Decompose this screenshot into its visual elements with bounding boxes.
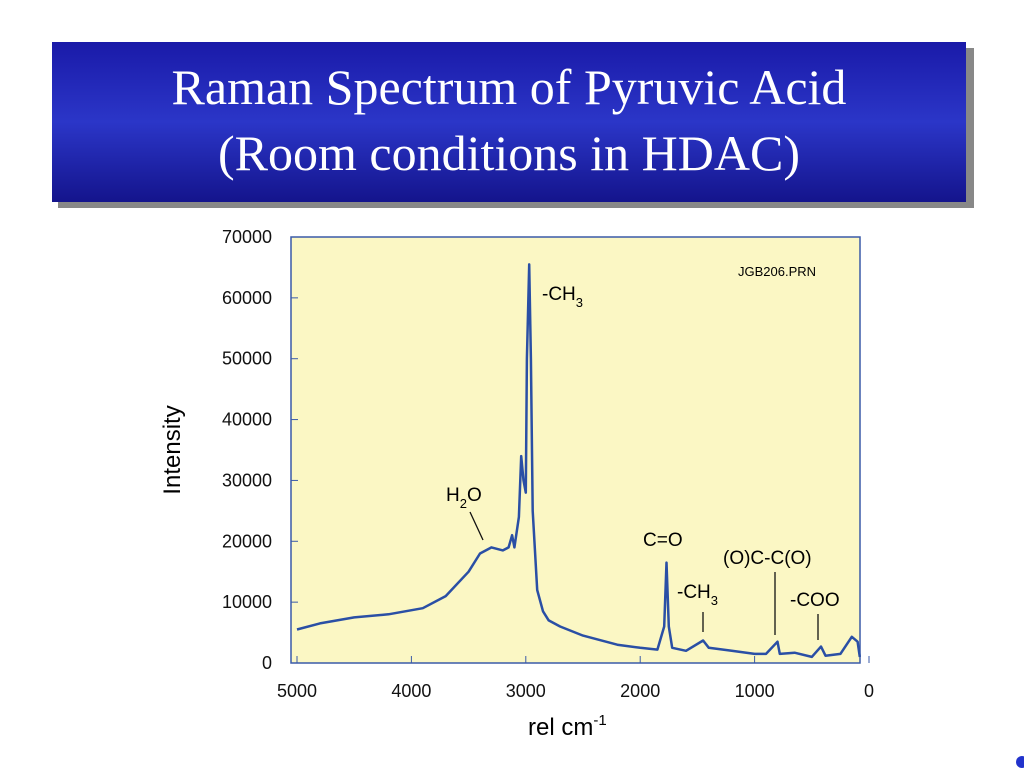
x-tick-label: 5000 <box>277 681 317 701</box>
annotation-part: 3 <box>576 295 583 310</box>
annotation: (O)C-C(O) <box>723 548 812 569</box>
slide-title: (Room conditions in HDAC) <box>218 125 800 181</box>
annotation-part: -CH <box>677 582 711 603</box>
annotation-part: C=O <box>643 530 683 551</box>
spectrum-line <box>296 263 862 659</box>
plot-area <box>290 236 861 664</box>
y-tick-label: 70000 <box>222 227 272 247</box>
y-axis-label: Intensity <box>159 405 186 494</box>
x-tick-label: 2000 <box>620 681 660 701</box>
y-tick-label: 50000 <box>222 349 272 369</box>
x-tick-label: 1000 <box>735 681 775 701</box>
annotation-part: 3 <box>711 593 718 608</box>
leader-line <box>469 511 484 541</box>
annotation-part: -CH <box>542 284 576 305</box>
file-label: JGB206.PRN <box>738 264 816 279</box>
annotation: -CH3 <box>677 582 718 608</box>
decor-dot <box>1016 756 1024 768</box>
y-tick-label: 20000 <box>222 531 272 551</box>
annotation: -COO <box>790 590 840 611</box>
x-tick-label: 3000 <box>506 681 546 701</box>
x-tick-label: 0 <box>864 681 874 701</box>
x-tick-label: 4000 <box>391 681 431 701</box>
chart: 0100002000030000400005000060000700005000… <box>159 227 874 741</box>
y-tick-label: 60000 <box>222 288 272 308</box>
x-axis-label-sup: -1 <box>593 712 606 729</box>
x-axis-label-text: rel cm <box>528 714 593 741</box>
annotation: C=O <box>643 530 683 551</box>
annotation-part: 2 <box>460 496 467 511</box>
annotation-part: O <box>467 485 482 506</box>
y-tick-label: 10000 <box>222 592 272 612</box>
title-box <box>52 42 966 202</box>
annotation-part: (O)C-C(O) <box>723 548 812 569</box>
y-tick-label: 0 <box>262 653 272 673</box>
y-tick-label: 30000 <box>222 470 272 490</box>
annotation-part: H <box>446 485 460 506</box>
slide-title: Raman Spectrum of Pyruvic Acid <box>172 59 847 115</box>
x-axis-label: rel cm-1 <box>528 712 607 741</box>
y-tick-label: 40000 <box>222 410 272 430</box>
annotation-part: -COO <box>790 590 840 611</box>
annotation: H2O <box>446 485 482 511</box>
annotation: -CH3 <box>542 284 583 310</box>
